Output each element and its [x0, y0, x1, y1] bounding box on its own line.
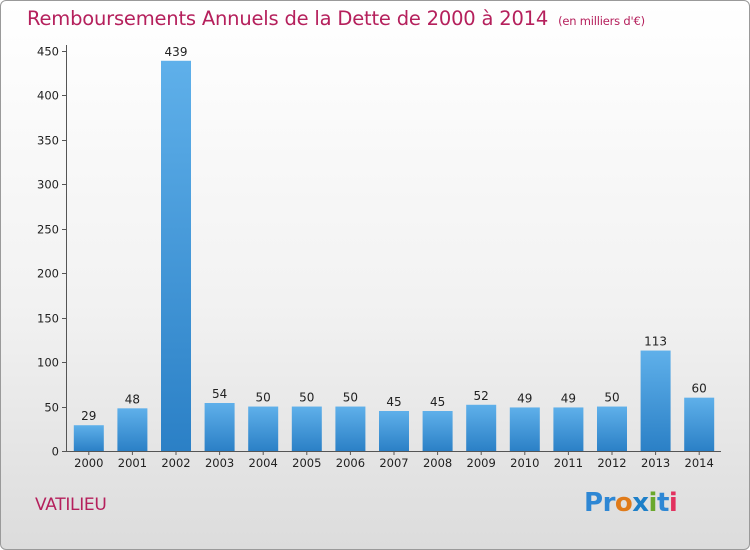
proxiti-logo: Proxiti — [584, 488, 678, 518]
bar-value-label: 45 — [386, 395, 401, 409]
logo-letter: r — [602, 488, 616, 518]
bar-value-label: 60 — [692, 382, 707, 396]
y-tick-label: 50 — [44, 401, 59, 415]
y-tick-label: 300 — [37, 178, 59, 192]
commune-name: VATILIEU — [35, 495, 107, 515]
y-tick-label: 150 — [37, 312, 59, 326]
chart-title: Remboursements Annuels de la Dette de 20… — [27, 7, 645, 30]
x-tick-label: 2006 — [336, 456, 365, 470]
x-tick-label: 2010 — [510, 456, 539, 470]
bar — [466, 404, 497, 451]
chart-title-text: Remboursements Annuels de la Dette de 20… — [27, 7, 549, 30]
x-tick-label: 2013 — [641, 456, 670, 470]
bar-value-label: 54 — [212, 387, 227, 401]
bar-value-label: 439 — [165, 45, 188, 59]
logo-letter: i — [668, 488, 678, 518]
bar — [553, 407, 584, 451]
logo-letter: i — [648, 488, 658, 518]
bar-value-label: 113 — [644, 335, 667, 349]
x-tick-label: 2005 — [292, 456, 321, 470]
x-tick-label: 2004 — [249, 456, 278, 470]
x-tick-label: 2002 — [161, 456, 190, 470]
y-tick-label: 350 — [37, 134, 59, 148]
logo-letter: o — [614, 488, 633, 518]
bar-value-label: 50 — [256, 391, 271, 405]
bar — [684, 397, 715, 451]
logo-letter: x — [632, 488, 649, 518]
bar — [597, 406, 627, 451]
x-tick-label: 2003 — [205, 456, 234, 470]
x-tick-label: 2012 — [597, 456, 626, 470]
y-tick-label: 400 — [37, 89, 59, 103]
y-tick-label: 100 — [37, 356, 59, 370]
bar-value-label: 45 — [430, 395, 445, 409]
bar — [291, 406, 322, 451]
bar — [248, 406, 279, 451]
bar — [73, 425, 104, 451]
x-tick-label: 2008 — [423, 456, 452, 470]
bar — [379, 411, 409, 451]
y-tick-label: 450 — [37, 45, 59, 59]
x-tick-label: 2000 — [74, 456, 103, 470]
y-tick-label: 200 — [37, 267, 59, 281]
x-tick-label: 2007 — [379, 456, 408, 470]
logo-letter: t — [656, 488, 669, 518]
bar — [204, 403, 235, 451]
x-tick-label: 2009 — [467, 456, 496, 470]
x-tick-label: 2001 — [118, 456, 147, 470]
bar — [509, 407, 540, 451]
bar-value-label: 52 — [474, 389, 489, 403]
y-tick-label: 250 — [37, 223, 59, 237]
logo-letter: P — [584, 488, 603, 518]
bar-value-label: 50 — [604, 391, 619, 405]
x-tick-label: 2014 — [685, 456, 714, 470]
bar-value-label: 49 — [517, 391, 532, 405]
bar — [161, 60, 191, 452]
chart-unit-note: (en milliers d'€) — [558, 14, 645, 28]
bar — [335, 406, 366, 451]
x-tick-label: 2011 — [554, 456, 583, 470]
bar — [117, 408, 148, 451]
bar-value-label: 29 — [81, 409, 96, 423]
bar — [422, 411, 453, 451]
bar-value-label: 49 — [561, 391, 576, 405]
bar-value-label: 48 — [125, 392, 140, 406]
bar-value-label: 50 — [299, 391, 314, 405]
bar — [640, 350, 671, 451]
y-tick-label: 0 — [52, 445, 59, 459]
bar-value-label: 50 — [343, 391, 358, 405]
